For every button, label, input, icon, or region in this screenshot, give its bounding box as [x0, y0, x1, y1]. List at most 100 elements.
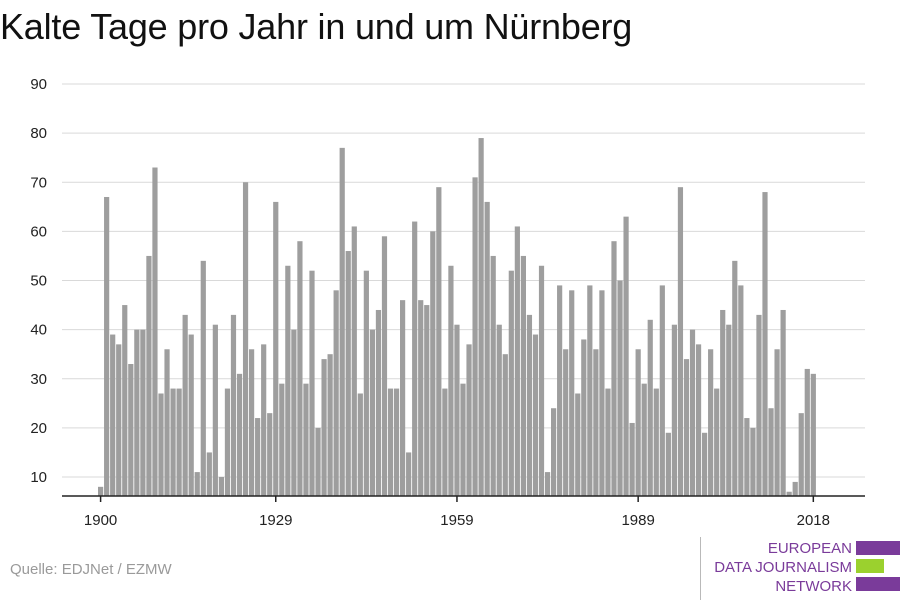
bar-2012	[774, 349, 780, 496]
logo-divider	[700, 537, 701, 600]
bar-1975	[551, 408, 557, 496]
bar-1925	[249, 349, 255, 496]
bar-1961	[466, 344, 472, 496]
bar-1940	[339, 147, 345, 497]
bar-2013	[780, 309, 786, 496]
y-tick-label: 20	[30, 420, 47, 437]
logo-line-3: NETWORK	[775, 578, 852, 595]
bar-1930	[279, 383, 285, 496]
bar-1935	[309, 270, 315, 496]
x-tick-label: 2018	[797, 512, 830, 529]
bar-2011	[768, 408, 774, 496]
bar-1979	[575, 393, 581, 496]
y-tick-label: 80	[30, 125, 47, 142]
bar-1908	[146, 255, 152, 496]
bar-1941	[345, 251, 351, 496]
bar-2004	[726, 324, 732, 496]
bar-2009	[756, 314, 762, 496]
bar-1974	[544, 472, 551, 496]
bar-1939	[333, 290, 339, 496]
bar-1991	[647, 319, 653, 496]
bar-2005	[732, 260, 738, 496]
bar-2015	[792, 481, 798, 496]
bar-1996	[677, 187, 684, 496]
bar-1963	[478, 138, 484, 497]
y-tick-label: 30	[30, 371, 47, 388]
bar-1950	[400, 300, 406, 496]
bar-1958	[448, 265, 454, 496]
bar-1906	[134, 329, 140, 497]
bar-1901	[104, 196, 110, 497]
bar-1988	[629, 422, 635, 496]
y-axis-ticks: 10 20 30 40 50 60 70 80 90	[30, 76, 47, 486]
bar-2006	[738, 285, 744, 496]
bar-1907	[140, 329, 146, 497]
x-tick-label: 1989	[621, 512, 654, 529]
y-tick-label: 60	[30, 223, 47, 240]
bar-1977	[563, 349, 569, 496]
bar-1913	[176, 388, 182, 496]
bar-1914	[182, 314, 188, 496]
bar-1945	[369, 329, 375, 497]
bars	[98, 138, 816, 497]
bar-2001	[708, 349, 714, 496]
y-tick-label: 50	[30, 273, 47, 290]
bar-1965	[490, 255, 496, 496]
bar-1968	[508, 270, 514, 496]
bar-1926	[255, 418, 261, 496]
bar-1980	[581, 339, 587, 496]
bar-1947	[381, 236, 388, 497]
bar-1902	[110, 334, 116, 496]
bar-1942	[351, 226, 357, 496]
bar-1952	[412, 221, 418, 497]
bar-1903	[116, 344, 122, 496]
bar-1919	[212, 324, 218, 496]
bar-1995	[671, 324, 677, 496]
bar-1949	[393, 388, 400, 496]
bar-2008	[750, 427, 756, 497]
bar-1993	[659, 285, 665, 496]
bar-1954	[424, 305, 430, 496]
bar-1931	[285, 265, 291, 496]
bar-1921	[224, 388, 231, 496]
y-tick-label: 10	[30, 469, 47, 486]
bar-1997	[683, 359, 690, 496]
bar-2000	[702, 432, 708, 496]
bar-1920	[218, 477, 224, 496]
bar-1923	[236, 373, 243, 496]
x-tick-label: 1929	[259, 512, 292, 529]
bar-1971	[526, 314, 533, 496]
bar-2010	[762, 192, 768, 496]
bar-1928	[267, 413, 273, 496]
bar-1966	[496, 324, 502, 496]
bar-1937	[321, 359, 327, 496]
bar-1970	[520, 255, 526, 496]
bar-1999	[695, 344, 702, 496]
bar-1953	[418, 300, 424, 496]
bar-2007	[744, 418, 750, 496]
bar-1964	[484, 201, 490, 496]
bar-1985	[611, 241, 617, 496]
bar-1917	[200, 260, 206, 496]
bar-1989	[635, 349, 641, 496]
bar-1960	[460, 383, 466, 496]
bar-1916	[194, 472, 200, 496]
edjnet-logo: EUROPEAN DATA JOURNALISM NETWORK	[700, 537, 900, 600]
bar-1967	[502, 354, 508, 496]
bar-1959	[454, 324, 460, 496]
logo-bar-purple-top	[856, 541, 900, 555]
bar-1918	[206, 452, 212, 496]
logo-line-1: EUROPEAN	[767, 540, 852, 557]
bar-1998	[689, 329, 696, 497]
y-tick-label: 40	[30, 322, 47, 339]
logo-line-2: DATA JOURNALISM	[714, 559, 852, 576]
bar-2014	[786, 491, 792, 496]
bar-1976	[557, 285, 563, 496]
bar-1932	[291, 329, 297, 497]
bar-1938	[327, 354, 333, 496]
y-tick-label: 70	[30, 174, 47, 191]
bar-1900	[98, 486, 104, 496]
bar-1943	[357, 393, 363, 496]
bar-1994	[665, 432, 671, 496]
